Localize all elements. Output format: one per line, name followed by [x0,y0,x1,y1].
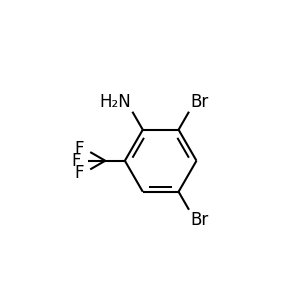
Text: F: F [75,164,84,182]
Text: H₂N: H₂N [100,93,131,111]
Text: Br: Br [190,93,208,111]
Text: Br: Br [190,211,208,229]
Text: F: F [75,140,84,158]
Text: F: F [71,152,81,170]
